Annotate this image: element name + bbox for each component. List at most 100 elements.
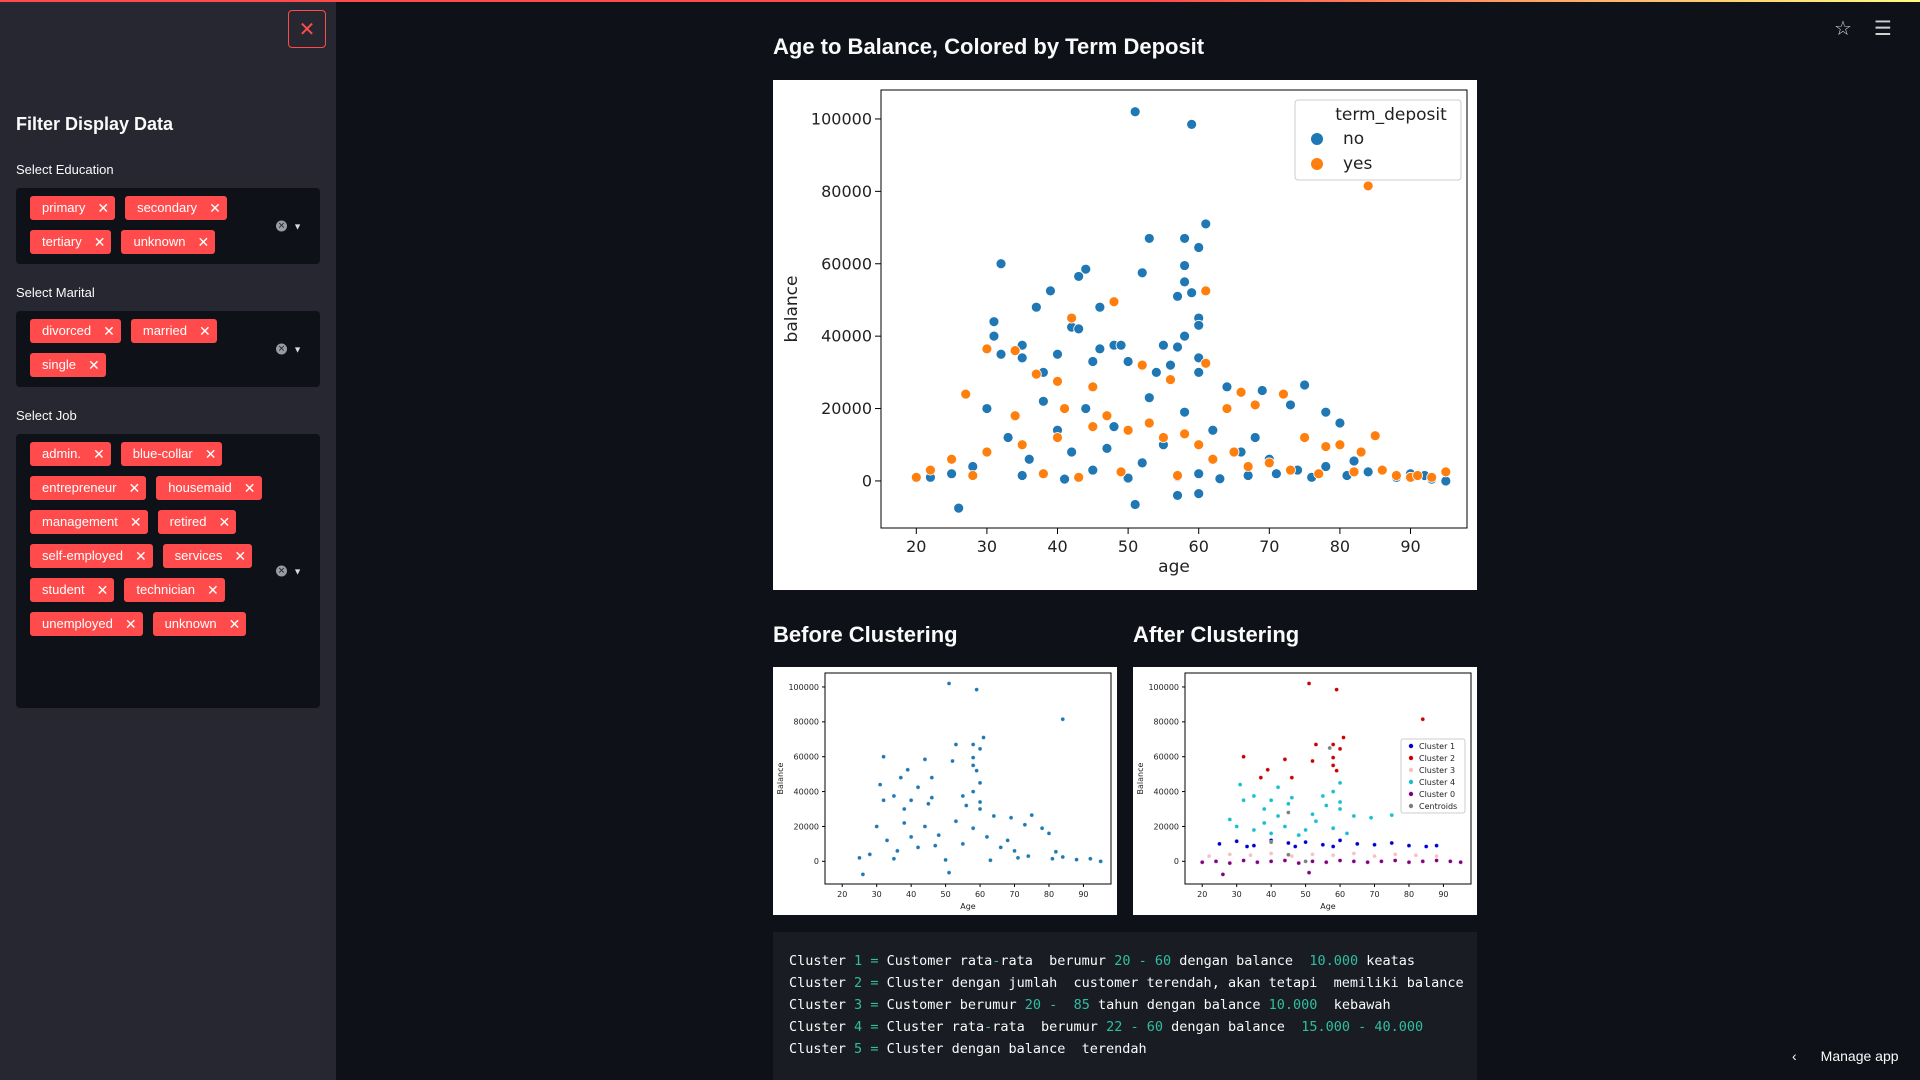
data-point (977, 806, 983, 812)
data-point (1016, 352, 1028, 364)
remove-chip-icon[interactable]: ✕ (206, 582, 219, 598)
data-point (1251, 827, 1257, 833)
star-icon[interactable]: ☆ (1834, 18, 1852, 40)
remove-chip-icon[interactable]: ✕ (124, 616, 137, 632)
legend-label: Cluster 2 (1419, 754, 1455, 763)
data-point (1369, 430, 1381, 442)
sidebar: ✕ Filter Display Data Select Education p… (0, 2, 336, 1080)
data-point (1406, 843, 1412, 848)
filter-chip[interactable]: management ✕ (30, 510, 148, 534)
filter-chip[interactable]: unemployed ✕ (30, 612, 143, 636)
filter-chip[interactable]: self-employed ✕ (30, 544, 153, 568)
data-point (1337, 746, 1343, 752)
close-sidebar-button[interactable]: ✕ (288, 10, 326, 48)
remove-chip-icon[interactable]: ✕ (128, 480, 141, 496)
education-multiselect[interactable]: primary ✕ secondary ✕ tertiary ✕ unknown ✕ ✕ ▼ (16, 188, 320, 264)
filter-chip[interactable]: housemaid ✕ (156, 476, 262, 500)
filter-chip[interactable]: divorced ✕ (30, 319, 121, 343)
clear-all-icon[interactable]: ✕ (276, 343, 288, 355)
legend-marker (1311, 158, 1323, 170)
chip-label: married (142, 323, 187, 338)
chip-label: services (174, 548, 223, 563)
remove-chip-icon[interactable]: ✕ (87, 357, 100, 373)
data-point (1289, 775, 1294, 780)
filter-chip[interactable]: admin. ✕ (30, 442, 111, 466)
data-point (936, 833, 941, 838)
remove-chip-icon[interactable]: ✕ (103, 323, 115, 339)
data-point (1012, 848, 1017, 854)
remove-chip-icon[interactable]: ✕ (134, 548, 147, 564)
remove-chip-icon[interactable]: ✕ (93, 234, 106, 250)
data-point (1094, 301, 1106, 313)
chevron-down-icon[interactable]: ▼ (293, 344, 302, 354)
data-point (1440, 475, 1452, 487)
remove-chip-icon[interactable]: ✕ (96, 582, 109, 598)
filter-chip[interactable]: secondary ✕ (125, 196, 227, 220)
chevron-down-icon[interactable]: ▼ (293, 566, 302, 576)
x-tick-label: 50 (1118, 537, 1138, 556)
data-point (1115, 339, 1127, 351)
data-point (1299, 432, 1311, 443)
filter-chip[interactable]: entrepreneur ✕ (30, 476, 147, 500)
data-point (1379, 859, 1384, 864)
data-point (1206, 853, 1212, 859)
filter-chip[interactable]: blue-collar ✕ (120, 442, 223, 466)
chip-label: retired (169, 514, 207, 529)
x-tick-label: 20 (906, 537, 926, 556)
filter-chip[interactable]: tertiary ✕ (30, 230, 112, 254)
data-point (1026, 853, 1031, 859)
filter-chip[interactable]: unknown ✕ (152, 612, 247, 636)
filter-chip[interactable]: services ✕ (162, 544, 253, 568)
data-point (1087, 381, 1099, 393)
data-point (1249, 432, 1261, 443)
data-point (860, 872, 866, 877)
marital-chips: divorced ✕ married ✕ single ✕ (30, 319, 260, 377)
filter-chip[interactable]: technician ✕ (124, 578, 225, 602)
filter-chip[interactable]: student ✕ (30, 578, 115, 602)
data-point (1313, 468, 1325, 480)
filter-chip[interactable]: married ✕ (130, 319, 217, 343)
job-multiselect[interactable]: admin. ✕ blue-collar ✕ entrepreneur ✕ housemai… (16, 434, 320, 708)
data-point (988, 858, 993, 863)
filter-chip[interactable]: unknown ✕ (121, 230, 216, 254)
data-point (1050, 856, 1055, 861)
clear-all-icon[interactable]: ✕ (276, 220, 288, 232)
data-point (1073, 471, 1085, 483)
data-point (877, 782, 883, 787)
remove-chip-icon[interactable]: ✕ (209, 200, 221, 216)
data-point (1426, 471, 1438, 483)
data-point (1241, 754, 1246, 759)
data-point (1334, 417, 1346, 429)
remove-chip-icon[interactable]: ✕ (234, 548, 247, 564)
remove-chip-icon[interactable]: ✕ (198, 323, 211, 339)
data-point (1306, 870, 1312, 875)
remove-chip-icon[interactable]: ✕ (93, 446, 105, 462)
filter-chip[interactable]: primary ✕ (30, 196, 116, 220)
after-clustering-chart: 20 30 40 50 60 70 80 90 0 20000 40000 60000 80000 100… (1133, 667, 1477, 915)
data-point (1186, 287, 1198, 299)
marital-multiselect[interactable]: divorced ✕ married ✕ single ✕ ✕ ▼ (16, 311, 320, 387)
data-point (1136, 457, 1148, 469)
data-point (1286, 810, 1291, 815)
data-point (895, 848, 900, 854)
data-point (1351, 851, 1356, 856)
filter-chip[interactable]: single ✕ (30, 353, 106, 377)
remove-chip-icon[interactable]: ✕ (228, 616, 241, 632)
data-point (1434, 858, 1439, 863)
clear-all-icon[interactable]: ✕ (276, 565, 288, 577)
hamburger-menu-icon[interactable]: ☰ (1874, 18, 1892, 40)
manage-app-button[interactable]: ‹ Manage app (1792, 1048, 1899, 1064)
remove-chip-icon[interactable]: ✕ (218, 514, 231, 530)
legend-label: Cluster 1 (1419, 742, 1455, 751)
filter-chip[interactable]: retired ✕ (157, 510, 237, 534)
remove-chip-icon[interactable]: ✕ (204, 446, 217, 462)
chip-label: admin. (42, 446, 82, 461)
data-point (1303, 839, 1308, 845)
remove-chip-icon[interactable]: ✕ (97, 200, 110, 216)
data-point (1221, 403, 1233, 414)
chevron-down-icon[interactable]: ▼ (293, 221, 302, 231)
remove-chip-icon[interactable]: ✕ (129, 514, 142, 530)
remove-chip-icon[interactable]: ✕ (197, 234, 210, 250)
x-tick-label: 80 (1404, 890, 1414, 899)
remove-chip-icon[interactable]: ✕ (243, 480, 256, 496)
